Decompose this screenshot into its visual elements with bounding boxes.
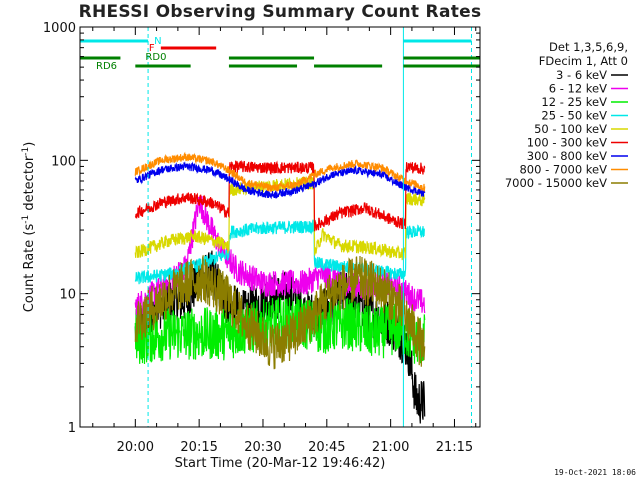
- legend-label-8: 7000 - 15000 keV: [505, 176, 607, 190]
- plot-frame: [79, 26, 481, 428]
- y-tick-label-1: 10: [59, 288, 76, 303]
- legend-header-2: FDecim 1, Att 0: [539, 54, 628, 68]
- legend-label-0: 3 - 6 keV: [556, 68, 607, 82]
- series-6-line: [134, 161, 426, 200]
- axis-layer: 20:00 20:15 20:30 20:45 21:00 21:15 1 10 100 1000: [43, 21, 480, 455]
- flag-f-label: F: [149, 43, 155, 54]
- legend: Det 1,3,5,6,9, FDecim 1, Att 0 3 - 6 keV…: [505, 40, 628, 190]
- legend-label-7: 800 - 7000 keV: [519, 163, 607, 177]
- series-5-line: [134, 160, 426, 232]
- legend-header-1: Det 1,3,5,6,9,: [549, 40, 628, 54]
- x-tick-label-3: 20:45: [308, 440, 345, 455]
- x-tick-label-2: 20:30: [244, 440, 281, 455]
- x-axis-label: Start Time (20-Mar-12 19:46:42): [175, 456, 386, 471]
- flag-rd0-label: RD0: [145, 52, 166, 63]
- chart-title: RHESSI Observing Summary Count Rates: [79, 2, 482, 22]
- y-axis-label: Count Rate (s-1 detector-1): [21, 142, 37, 313]
- series-8-line: [134, 255, 426, 370]
- series-7-line: [134, 151, 426, 192]
- legend-label-1: 6 - 12 keV: [549, 82, 607, 96]
- x-tick-label-4: 21:00: [372, 440, 409, 455]
- legend-label-5: 100 - 300 keV: [527, 136, 607, 150]
- legend-label-3: 25 - 50 keV: [541, 109, 607, 123]
- x-tick-label-5: 21:15: [436, 440, 473, 455]
- flag-n-label: N: [154, 36, 161, 47]
- legend-label-2: 12 - 25 keV: [541, 95, 607, 109]
- flag-rd6-label: RD6: [96, 61, 117, 72]
- y-tick-label-2: 100: [51, 154, 76, 169]
- legend-label-4: 50 - 100 keV: [534, 122, 607, 136]
- y-tick-label-0: 1: [68, 421, 76, 436]
- x-tick-label-0: 20:00: [117, 440, 154, 455]
- timestamp: 19-Oct-2021 18:06: [554, 468, 636, 477]
- x-tick-label-1: 20:15: [180, 440, 217, 455]
- series-2-line: [134, 296, 426, 365]
- legend-label-6: 300 - 800 keV: [527, 149, 607, 163]
- series-3-line: [134, 219, 425, 285]
- y-tick-label-3: 1000: [43, 21, 76, 36]
- series-layer: [134, 151, 426, 424]
